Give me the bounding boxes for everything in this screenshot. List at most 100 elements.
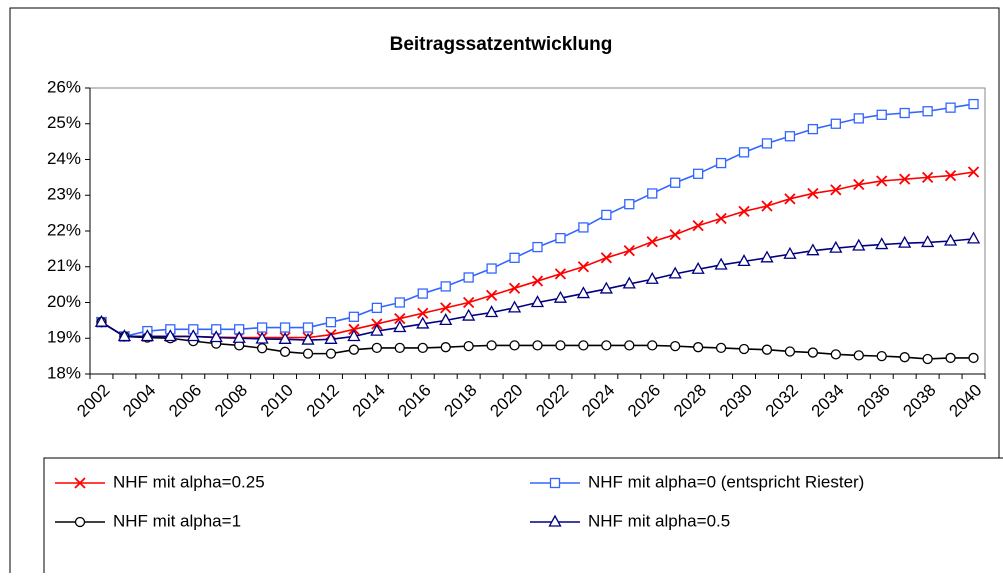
- marker: [548, 514, 562, 527]
- marker: [578, 222, 589, 233]
- marker: [738, 205, 750, 217]
- marker: [647, 188, 658, 199]
- marker: [830, 349, 841, 360]
- marker: [255, 331, 269, 344]
- marker: [371, 342, 383, 354]
- marker: [714, 257, 728, 270]
- marker: [256, 343, 268, 354]
- marker: [549, 477, 561, 489]
- marker: [715, 212, 727, 225]
- marker: [440, 302, 452, 314]
- legend-label: NHF mit alpha=0 (entspricht Riester): [588, 472, 864, 491]
- marker: [302, 348, 314, 359]
- marker: [394, 297, 405, 308]
- marker: [968, 352, 979, 364]
- marker: [669, 228, 681, 241]
- marker: [302, 322, 314, 333]
- marker: [645, 271, 659, 284]
- y-tick-label: 18%: [47, 363, 81, 382]
- marker: [898, 235, 912, 248]
- marker: [737, 254, 751, 267]
- marker: [783, 246, 797, 259]
- marker: [325, 348, 337, 359]
- y-tick-label: 19%: [47, 328, 81, 347]
- marker: [555, 232, 566, 244]
- marker: [875, 237, 889, 250]
- marker: [899, 107, 910, 119]
- marker: [394, 342, 405, 354]
- y-tick-label: 26%: [47, 77, 81, 96]
- marker: [463, 272, 474, 283]
- marker: [738, 343, 750, 355]
- marker: [761, 200, 773, 212]
- marker: [784, 193, 796, 205]
- marker: [440, 342, 451, 353]
- marker: [830, 118, 841, 129]
- marker: [899, 352, 910, 363]
- y-tick-label: 23%: [47, 185, 81, 204]
- marker: [301, 332, 315, 345]
- marker: [761, 138, 773, 149]
- series: [94, 231, 981, 345]
- marker: [829, 240, 843, 253]
- marker: [921, 171, 934, 184]
- marker: [553, 290, 568, 303]
- marker: [646, 236, 658, 248]
- marker: [761, 344, 773, 355]
- marker: [439, 313, 453, 326]
- marker: [784, 131, 796, 142]
- marker: [853, 113, 864, 124]
- marker: [463, 296, 475, 309]
- marker: [463, 340, 474, 352]
- marker: [348, 344, 360, 355]
- marker: [601, 209, 612, 221]
- marker: [279, 346, 291, 357]
- marker: [532, 241, 543, 253]
- marker: [623, 245, 635, 257]
- marker: [806, 243, 820, 256]
- marker: [876, 175, 888, 187]
- marker: [968, 98, 979, 110]
- marker: [530, 295, 545, 308]
- marker: [186, 329, 200, 342]
- legend-label: NHF mit alpha=0.25: [113, 472, 265, 491]
- marker: [507, 300, 522, 313]
- y-tick-label: 22%: [47, 220, 81, 239]
- marker: [485, 305, 499, 318]
- marker: [622, 276, 636, 289]
- marker: [278, 331, 292, 344]
- marker: [852, 238, 866, 251]
- y-tick-label: 24%: [47, 149, 81, 168]
- marker: [140, 329, 154, 342]
- y-tick-label: 25%: [47, 113, 81, 132]
- marker: [624, 340, 635, 351]
- marker: [784, 346, 796, 357]
- marker: [670, 177, 681, 188]
- y-tick-label: 21%: [47, 256, 81, 275]
- marker: [532, 340, 543, 351]
- marker: [922, 106, 933, 117]
- marker: [325, 317, 337, 328]
- marker: [715, 342, 727, 354]
- marker: [555, 340, 566, 351]
- marker: [416, 316, 430, 329]
- marker: [209, 330, 223, 343]
- marker: [807, 187, 819, 200]
- marker: [94, 314, 109, 327]
- marker: [347, 329, 361, 342]
- marker: [417, 288, 428, 299]
- marker: [922, 353, 933, 365]
- legend-label: NHF mit alpha=1: [113, 511, 241, 530]
- marker: [715, 157, 727, 169]
- marker: [921, 235, 935, 248]
- marker: [601, 340, 612, 351]
- marker: [508, 282, 521, 294]
- marker: [876, 109, 887, 120]
- marker: [691, 261, 705, 274]
- marker: [967, 166, 980, 178]
- marker: [348, 311, 360, 322]
- marker: [394, 312, 406, 325]
- marker: [417, 342, 428, 354]
- marker: [760, 250, 774, 263]
